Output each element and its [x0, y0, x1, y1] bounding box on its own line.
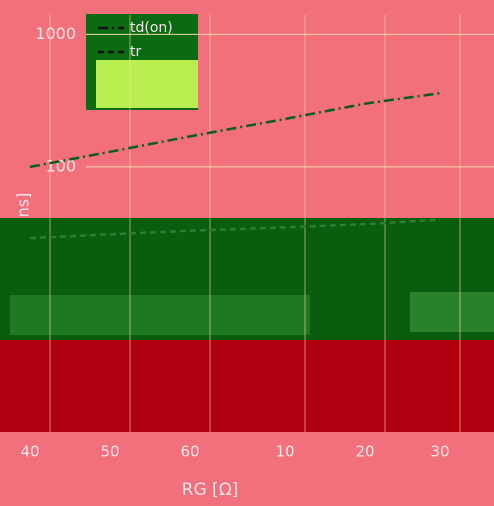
x-tick-label: 60 [180, 443, 199, 461]
glitch-band [410, 292, 494, 332]
legend-label: tr [130, 44, 141, 60]
y-axis-label: ns] [14, 193, 33, 218]
glitch-band [10, 295, 310, 335]
x-tick-label: 40 [20, 443, 39, 461]
x-tick-label: 10 [275, 443, 294, 461]
y-tick-label: 100 [45, 156, 76, 175]
y-tick-label: 1000 [35, 24, 76, 43]
glitch-band [96, 60, 198, 108]
x-tick-label: 20 [355, 443, 374, 461]
legend-label: td(on) [130, 20, 173, 36]
series-line [29, 91, 441, 169]
x-tick-label: 50 [100, 443, 119, 461]
glitch-band [0, 340, 494, 432]
x-axis-label: RG [Ω] [182, 480, 239, 500]
x-tick-label: 30 [430, 443, 449, 461]
